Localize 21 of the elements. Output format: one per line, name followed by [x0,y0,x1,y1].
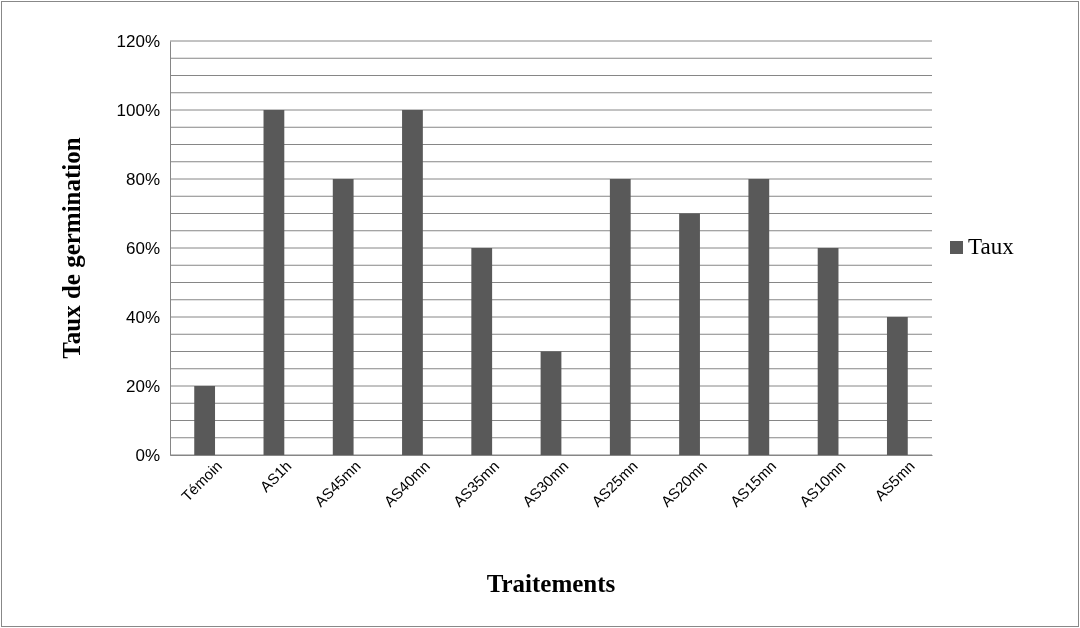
bar [679,213,700,455]
bar [886,317,908,455]
bar [471,248,493,455]
bar [540,351,562,455]
y-tick-label: 80% [125,169,160,189]
bar [817,248,839,455]
y-tick-label: 0% [135,445,160,465]
bar [402,110,423,455]
y-tick-label: 60% [125,238,160,258]
y-tick-label: 100% [116,100,160,120]
bar [748,179,770,455]
y-tick-label: 40% [125,307,160,327]
y-axis-title: Taux de germination [58,137,85,359]
x-axis-title: Traitements [486,570,616,597]
y-tick-label: 20% [125,376,160,396]
legend-label: Taux [968,234,1015,259]
bar [332,179,354,455]
y-tick-label: 120% [116,31,160,51]
bar [263,110,285,455]
bar [194,386,216,455]
bar [609,179,631,455]
